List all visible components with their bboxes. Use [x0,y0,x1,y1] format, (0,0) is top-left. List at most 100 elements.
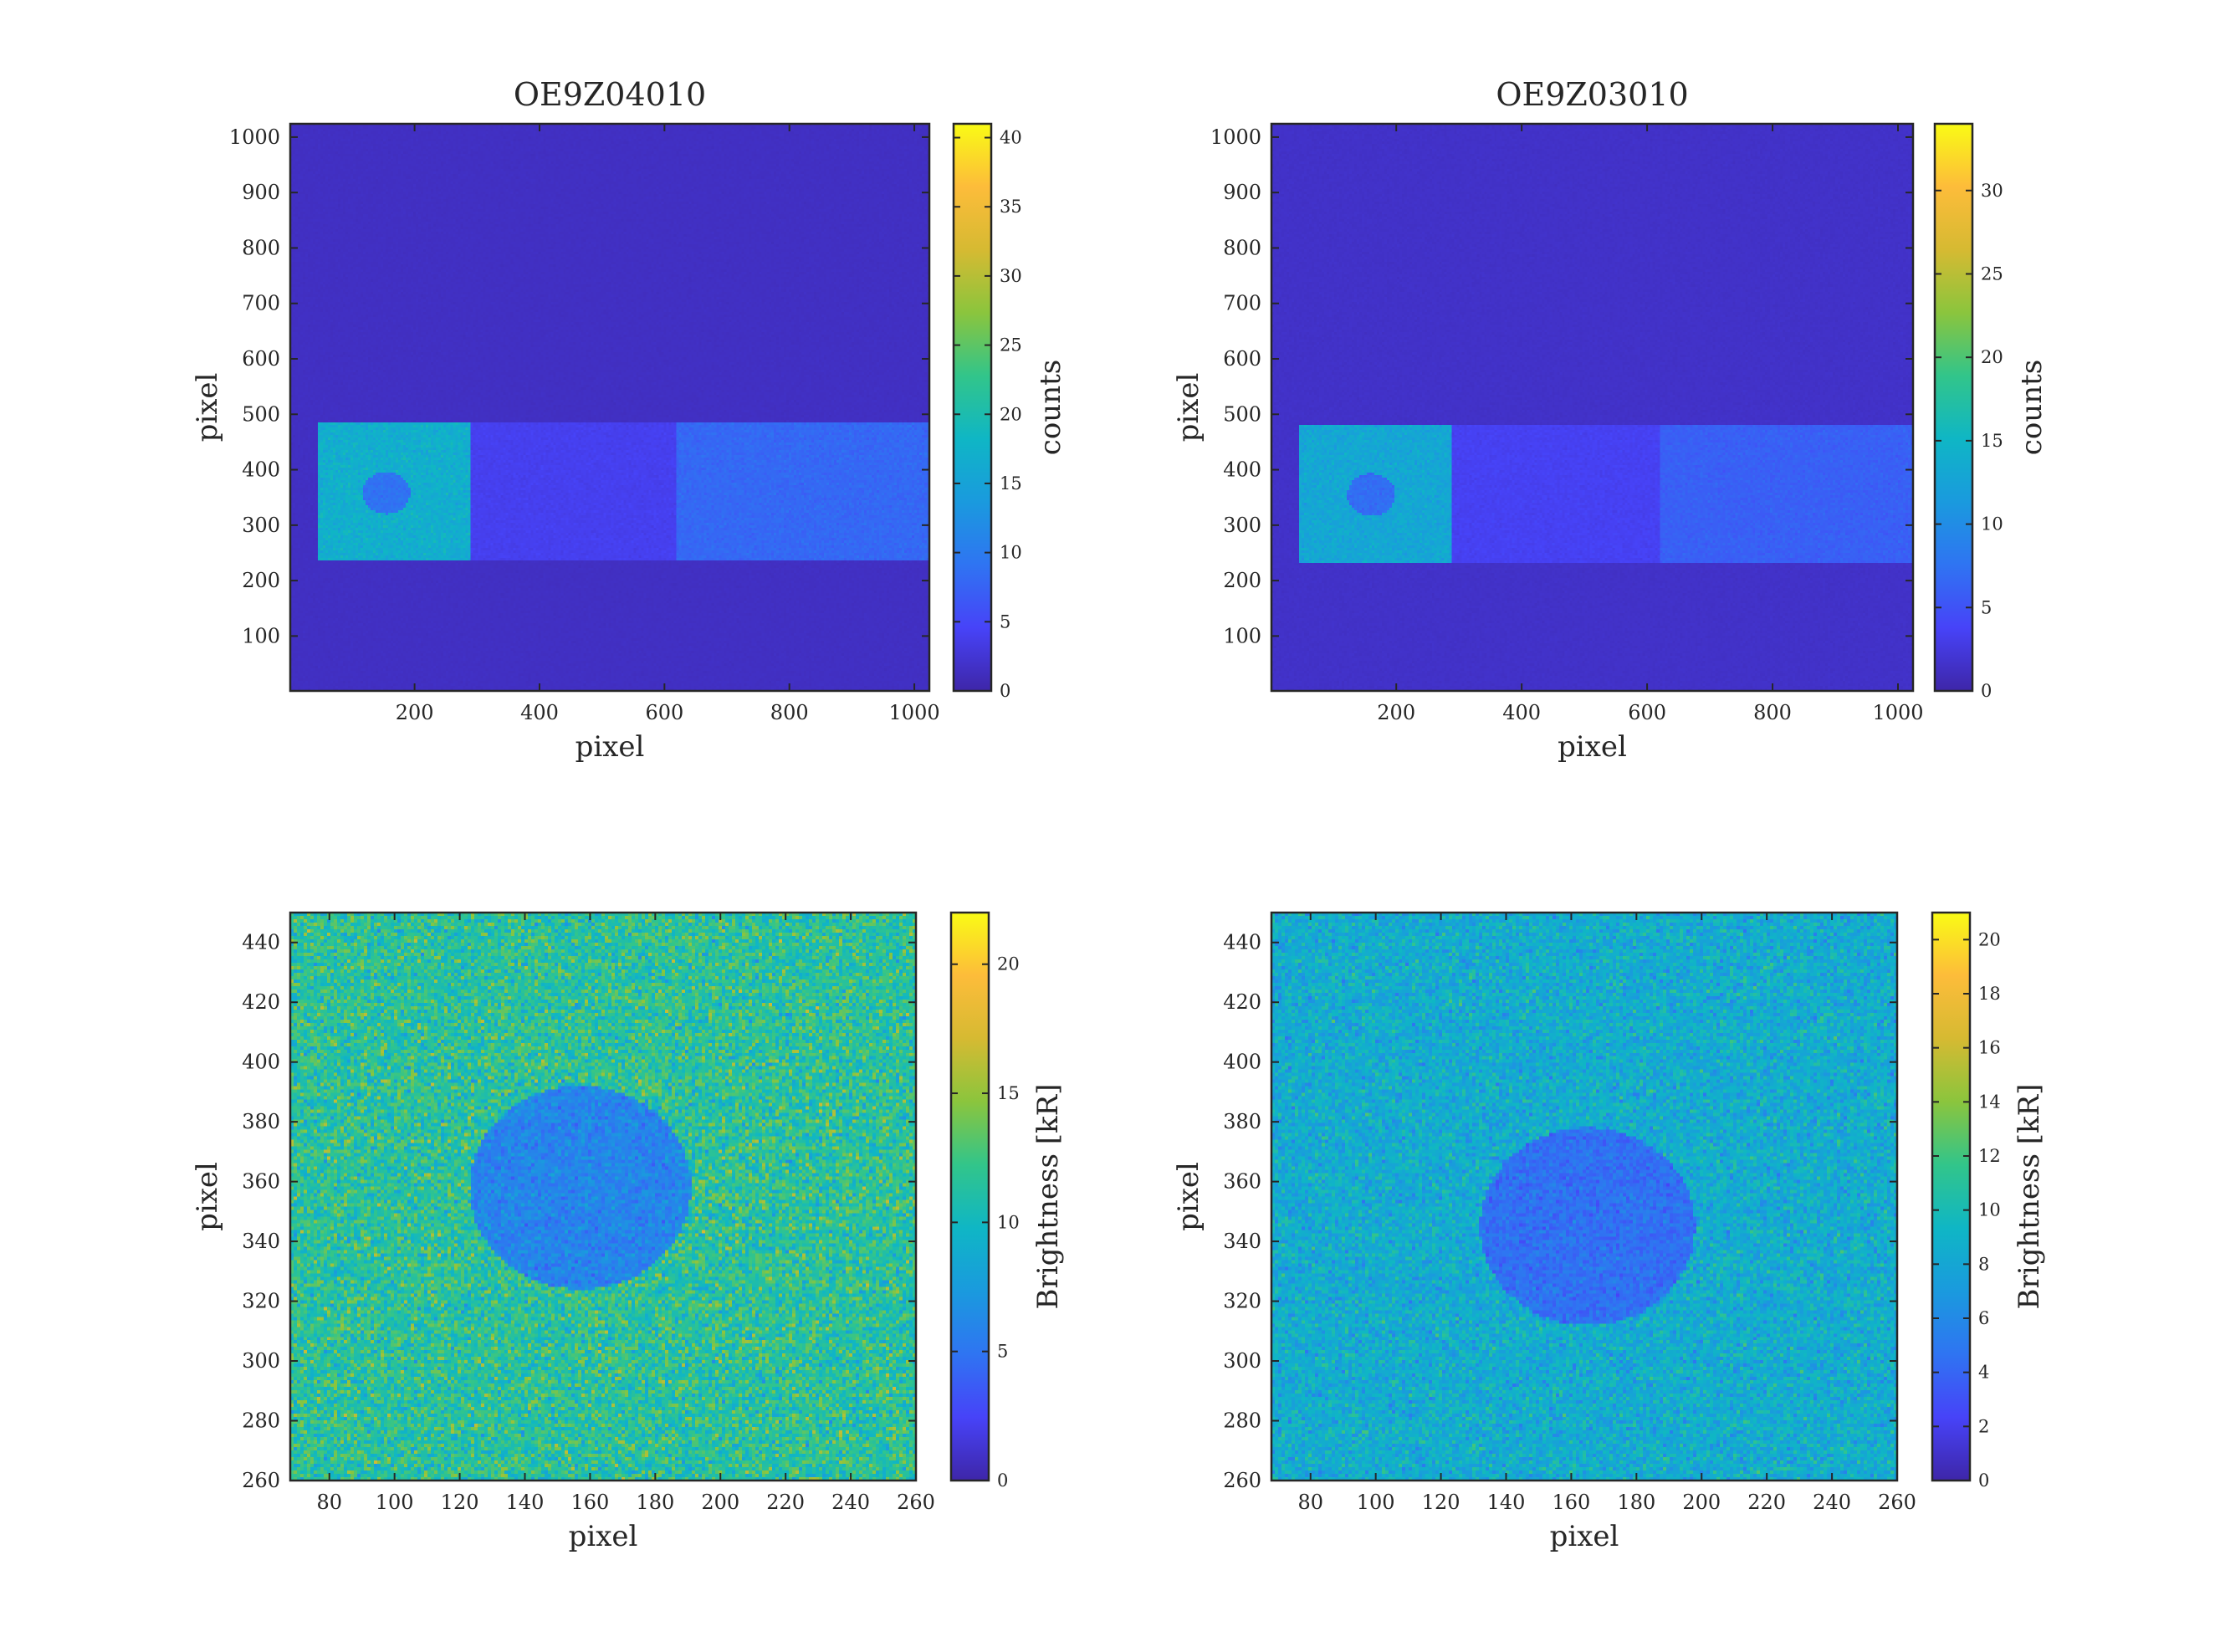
colorbar-tick-label: 35 [1000,197,1022,217]
colorbar-tick-label: 40 [1000,128,1022,148]
x-tick-label: 200 [1682,1491,1721,1514]
colorbar-tick-label: 5 [1000,611,1010,632]
y-tick-label: 500 [1223,402,1261,426]
heatmap-image [1271,913,1897,1481]
heatmap-image [1271,124,1913,691]
y-tick-label: 400 [1223,1051,1261,1074]
x-tick-label: 240 [1813,1491,1851,1514]
x-tick-label: 400 [1502,701,1541,724]
y-axis-label: pixel [191,373,224,442]
colorbar-tick-label: 10 [1978,1200,2001,1220]
colorbar: 0 5 10 15 20 25 30 35 40 counts [952,122,1067,701]
plot-frame [1270,122,1915,693]
colorbar-tick-label: 2 [1978,1416,1989,1436]
colorbar-tick-label: 25 [1981,263,2003,284]
heatmap-panel-4: 80 100 120 140 160 180 200 220 240 26026028030032… [1172,911,2046,1553]
y-axis-label: pixel [1172,1162,1205,1231]
x-tick-label: 100 [376,1491,414,1514]
colorbar-tick-label: 0 [1978,1470,1989,1491]
x-tick-label: 160 [1553,1491,1591,1514]
plot-frame [289,122,931,693]
colorbar-tick-label: 20 [1000,404,1022,424]
y-tick-label: 420 [242,990,280,1014]
x-tick-label: 140 [1487,1491,1526,1514]
y-tick-label: 100 [242,624,280,647]
x-tick-label: 80 [316,1491,342,1514]
panel-title: OE9Z04010 [514,76,706,113]
y-tick-label: 700 [1223,292,1261,315]
y-tick-label: 260 [242,1469,280,1492]
x-tick-label: 800 [1753,701,1792,724]
colorbar-label: counts [2015,360,2049,455]
y-tick-label: 200 [1223,569,1261,592]
y-tick-label: 440 [242,931,280,954]
colorbar-tick-label: 4 [1978,1363,1989,1383]
colorbar-tick-label: 0 [1000,681,1010,701]
colorbar-label: counts [1034,360,1067,455]
heatmap-image [290,913,916,1481]
x-tick-label: 200 [701,1491,739,1514]
y-tick-label: 700 [242,292,280,315]
colorbar-label: Brightness [kR] [1031,1084,1065,1310]
colorbar-tick-label: 16 [1978,1038,2001,1058]
x-tick-label: 220 [1747,1491,1786,1514]
colorbar-tick-label: 0 [997,1470,1008,1491]
y-tick-label: 420 [1223,990,1261,1014]
y-axis-label: pixel [191,1162,224,1231]
y-tick-label: 600 [242,347,280,371]
colorbar: 0 5 10 15 20 25 30 counts [1933,122,2049,701]
x-tick-label: 140 [506,1491,545,1514]
y-tick-label: 1000 [1210,125,1261,149]
colorbar-gradient [1935,124,1972,691]
y-tick-label: 200 [242,569,280,592]
colorbar-tick-label: 30 [1000,266,1022,286]
colorbar-gradient [1932,913,1970,1481]
panel-title: OE9Z03010 [1496,76,1688,113]
x-axis-label: pixel [1558,730,1627,764]
y-tick-label: 500 [242,402,280,426]
y-tick-label: 100 [1223,624,1261,647]
colorbar-tick-label: 10 [1981,514,2003,534]
x-tick-label: 160 [571,1491,610,1514]
x-tick-label: 1000 [889,701,940,724]
x-tick-label: 600 [645,701,683,724]
colorbar-frame [1933,122,1974,693]
x-tick-label: 260 [897,1491,935,1514]
y-tick-label: 1000 [229,125,280,149]
colorbar-tick-label: 15 [1000,473,1022,494]
y-tick-label: 400 [242,458,280,482]
colorbar-tick-label: 18 [1978,984,2001,1004]
y-tick-label: 260 [1223,1469,1261,1492]
colorbar-gradient [951,913,989,1481]
x-tick-label: 180 [1617,1491,1655,1514]
y-tick-label: 300 [242,514,280,537]
y-tick-label: 300 [242,1349,280,1373]
y-tick-label: 600 [1223,347,1261,371]
y-tick-label: 440 [1223,931,1261,954]
colorbar-tick-label: 20 [997,954,1020,974]
y-tick-label: 300 [1223,1349,1261,1373]
x-tick-label: 600 [1628,701,1666,724]
y-tick-label: 900 [1223,181,1261,204]
y-tick-label: 320 [242,1290,280,1313]
y-tick-label: 380 [1223,1110,1261,1133]
y-tick-label: 340 [1223,1230,1261,1253]
x-tick-label: 200 [1377,701,1415,724]
colorbar-tick-label: 8 [1978,1254,1989,1274]
colorbar-tick-label: 10 [997,1212,1020,1232]
colorbar-tick-label: 15 [1981,431,2003,451]
colorbar-tick-label: 12 [1978,1146,2001,1166]
y-tick-label: 900 [242,181,280,204]
heatmap-image [290,124,929,691]
y-tick-label: 360 [1223,1170,1261,1194]
colorbar-tick-label: 30 [1981,181,2003,201]
y-tick-label: 340 [242,1230,280,1253]
colorbar-tick-label: 20 [1978,929,2001,949]
colorbar-tick-label: 0 [1981,681,1992,701]
colorbar-tick-label: 20 [1981,347,2003,367]
colorbar: 0 5 10 15 20 Brightness [kR] [949,911,1065,1491]
colorbar-tick-label: 5 [997,1342,1008,1362]
y-tick-label: 320 [1223,1290,1261,1313]
x-tick-label: 120 [441,1491,479,1514]
